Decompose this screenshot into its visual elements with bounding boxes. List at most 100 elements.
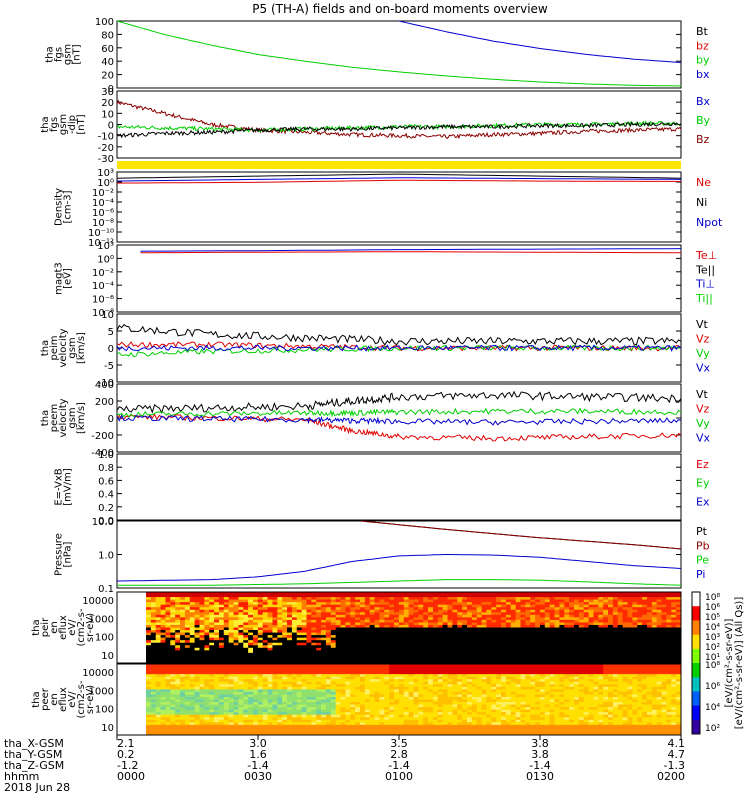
- heatmap-cell: [262, 666, 268, 670]
- heatmap-cell: [423, 689, 429, 693]
- heatmap-cell: [418, 592, 424, 595]
- heatmap-cell: [204, 635, 210, 639]
- heatmap-cell: [175, 681, 181, 685]
- heatmap-cell: [325, 647, 332, 651]
- ylabel-peer-eflux: peer: [40, 687, 51, 711]
- heatmap-cell: [180, 679, 186, 683]
- heatmap-cell: [428, 729, 434, 733]
- heatmap-cell: [569, 614, 575, 618]
- heatmap-cell: [155, 657, 161, 661]
- heatmap-cell: [253, 650, 259, 654]
- heatmap-cell: [306, 732, 312, 736]
- heatmap-cell: [486, 647, 492, 651]
- heatmap-cell: [253, 689, 259, 693]
- heatmap-cell: [418, 594, 424, 598]
- heatmap-cell: [165, 617, 171, 621]
- heatmap-cell: [394, 669, 400, 673]
- heatmap-cell: [583, 617, 589, 621]
- heatmap-cell: [267, 602, 273, 606]
- heatmap-cell: [442, 592, 448, 595]
- heatmap-cell: [471, 660, 478, 664]
- heatmap-cell: [345, 602, 351, 606]
- heatmap-cell: [287, 614, 293, 618]
- heatmap-cell: [282, 689, 288, 693]
- heatmap-cell: [389, 707, 395, 711]
- heatmap-cell: [253, 691, 259, 695]
- heatmap-cell: [199, 702, 205, 705]
- heatmap-cell: [413, 669, 419, 673]
- heatmap-cell: [413, 604, 419, 608]
- heatmap-cell: [180, 714, 186, 718]
- heatmap-cell: [515, 597, 521, 601]
- heatmap-cell: [150, 712, 157, 716]
- heatmap-cell: [214, 609, 220, 613]
- heatmap-cell: [360, 686, 366, 690]
- heatmap-cell: [369, 660, 375, 664]
- heatmap-cell: [262, 647, 268, 651]
- heatmap-cell: [569, 655, 575, 659]
- heatmap-cell: [442, 652, 448, 656]
- heatmap-cell: [218, 689, 225, 693]
- heatmap-cell: [418, 699, 424, 703]
- heatmap-cell: [170, 704, 176, 708]
- heatmap-cell: [389, 732, 395, 736]
- heatmap-cell: [257, 619, 264, 623]
- heatmap-cell: [496, 655, 502, 659]
- heatmap-cell: [257, 674, 264, 678]
- heatmap-cell: [666, 604, 672, 608]
- heatmap-cell: [170, 689, 176, 693]
- heatmap-cell: [277, 724, 283, 728]
- heatmap-cell: [374, 694, 380, 698]
- heatmap-cell: [632, 642, 638, 646]
- heatmap-cell: [632, 607, 638, 611]
- heatmap-cell: [530, 652, 536, 656]
- heatmap-cell: [311, 686, 317, 690]
- heatmap-cell: [486, 607, 492, 611]
- heatmap-cell: [632, 599, 638, 603]
- heatmap-cell: [165, 714, 171, 718]
- ylabel-fgs-mag: [nT]: [72, 44, 83, 64]
- heatmap-cell: [457, 640, 463, 644]
- heatmap-cell: [364, 722, 371, 726]
- heatmap-cell: [583, 592, 589, 595]
- heatmap-cell: [515, 607, 521, 611]
- heatmap-cell: [160, 627, 166, 631]
- heatmap-cell: [574, 594, 580, 598]
- heatmap-cell: [175, 729, 181, 733]
- heatmap-cell: [155, 722, 161, 726]
- heatmap-cell: [218, 619, 225, 623]
- heatmap-cell: [622, 657, 628, 661]
- ytick-label: 10000: [82, 596, 114, 607]
- heatmap-cell: [335, 660, 341, 664]
- heatmap-cell: [296, 592, 303, 595]
- heatmap-cell: [306, 630, 312, 633]
- heatmap-cell: [238, 724, 244, 728]
- heatmap-cell: [447, 637, 453, 641]
- heatmap-cell: [253, 712, 259, 716]
- heatmap-cell: [316, 689, 322, 693]
- heatmap-cell: [194, 709, 200, 713]
- heatmap-cell: [165, 619, 171, 623]
- heatmap-cell: [491, 632, 497, 636]
- heatmap-cell: [369, 709, 375, 713]
- heatmap-cell: [355, 614, 361, 618]
- heatmap-cell: [569, 647, 575, 651]
- heatmap-cell: [583, 652, 589, 656]
- heatmap-cell: [228, 689, 234, 693]
- heatmap-cell: [248, 729, 254, 733]
- heatmap-cell: [170, 609, 176, 613]
- heatmap-cell: [525, 645, 531, 649]
- heatmap-cell: [535, 630, 541, 633]
- ytick-label: 0.2: [98, 503, 114, 514]
- heatmap-cell: [262, 622, 268, 626]
- heatmap-cell: [262, 637, 268, 641]
- heatmap-cell: [223, 671, 230, 675]
- heatmap-cell: [666, 614, 672, 618]
- heatmap-cell: [374, 676, 380, 680]
- ylabel-peim-velocity: peim: [49, 335, 60, 360]
- heatmap-cell: [384, 624, 390, 628]
- heatmap-cell: [593, 617, 599, 621]
- heatmap-cell: [194, 674, 200, 678]
- heatmap-cell: [374, 717, 380, 721]
- heatmap-cell: [564, 637, 570, 641]
